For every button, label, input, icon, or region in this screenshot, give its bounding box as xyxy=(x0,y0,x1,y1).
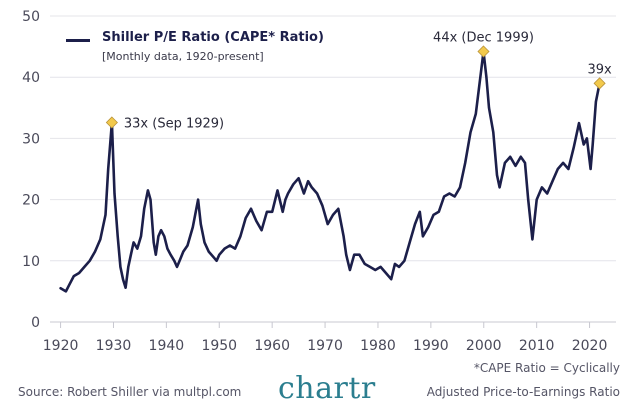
y-tick-label: 10 xyxy=(22,254,40,270)
x-tick-label: 1940 xyxy=(149,338,185,354)
x-tick-label: 1920 xyxy=(43,338,79,354)
source-note: Source: Robert Shiller via multpl.com xyxy=(18,385,242,399)
footnote-line-2: Adjusted Price-to-Earnings Ratio xyxy=(426,385,620,399)
x-tick-label: 1970 xyxy=(307,338,343,354)
x-tick-label: 1930 xyxy=(96,338,132,354)
x-tick-label: 2000 xyxy=(466,338,502,354)
annotations: 33x (Sep 1929) 44x (Dec 1999) 39x xyxy=(105,30,612,131)
x-tick-label: 1990 xyxy=(413,338,449,354)
legend-swatch xyxy=(66,39,90,42)
brand-logo: chartr xyxy=(278,371,376,406)
annotation-marker xyxy=(477,45,490,58)
legend-title: Shiller P/E Ratio (CAPE* Ratio) xyxy=(102,30,324,45)
y-tick-label: 20 xyxy=(22,193,40,209)
y-axis: 0 10 20 30 40 50 xyxy=(22,9,40,331)
annotation-marker xyxy=(105,116,118,129)
y-tick-label: 30 xyxy=(22,131,40,147)
x-tick-label: 2020 xyxy=(572,338,608,354)
x-axis: 1920 1930 1940 1950 1960 1970 1980 1990 2000 2010… xyxy=(43,321,616,354)
footnote-line-1: *CAPE Ratio = Cyclically xyxy=(473,361,620,375)
y-tick-label: 50 xyxy=(22,9,40,25)
x-tick-label: 1980 xyxy=(360,338,396,354)
annotation-label: 39x xyxy=(587,62,612,77)
x-tick-label: 2010 xyxy=(519,338,555,354)
x-tick-label: 1960 xyxy=(254,338,290,354)
annotation-label: 33x (Sep 1929) xyxy=(124,116,224,131)
legend-subtitle: [Monthly data, 1920-present] xyxy=(102,50,264,63)
y-tick-label: 40 xyxy=(22,70,40,86)
series-line-cape xyxy=(59,50,601,293)
annotation-label: 44x (Dec 1999) xyxy=(433,30,534,45)
annotation-marker xyxy=(593,77,606,90)
y-tick-label: 0 xyxy=(31,315,40,331)
x-tick-label: 1950 xyxy=(201,338,237,354)
